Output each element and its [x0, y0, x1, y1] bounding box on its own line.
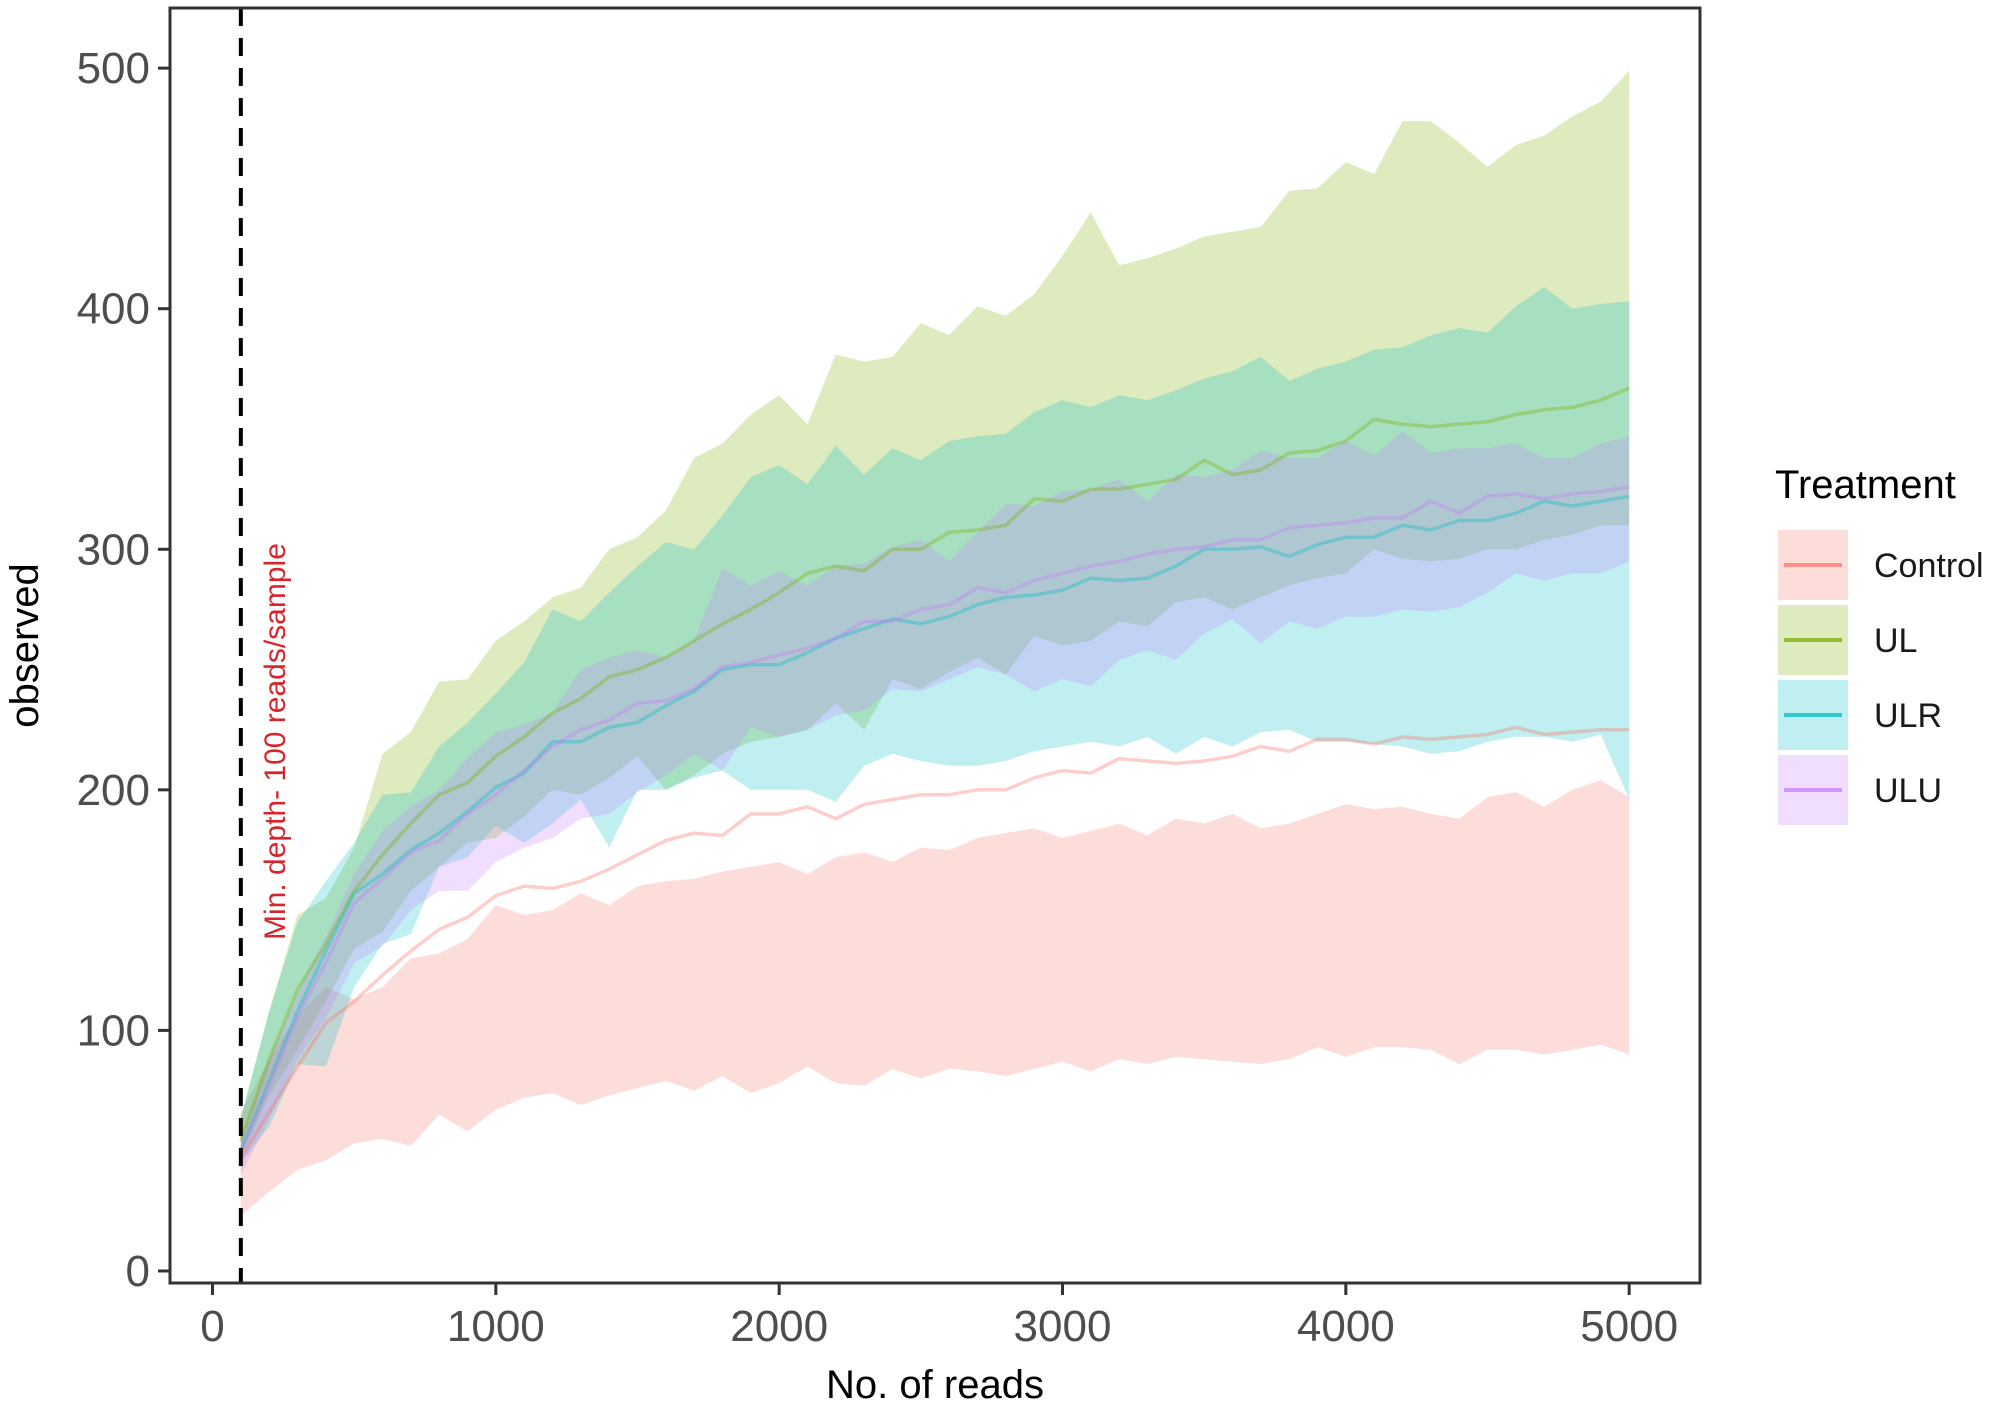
- y-tick-label: 500: [77, 44, 150, 93]
- y-tick-label: 0: [126, 1247, 150, 1296]
- line-ulu: [239, 484, 1630, 1152]
- line-ulr: [239, 494, 1630, 1152]
- y-axis-title: observed: [3, 563, 47, 728]
- x-axis: 0 1000 2000 3000 4000 5000: [200, 1283, 1678, 1351]
- y-tick-label: 300: [77, 525, 150, 574]
- legend: Treatment Control UL ULR ULU: [1775, 463, 1984, 825]
- mean-lines: [239, 386, 1630, 1159]
- legend-title: Treatment: [1775, 463, 1956, 507]
- legend-label-ul: UL: [1874, 622, 1917, 660]
- x-tick-label: 2000: [730, 1302, 828, 1351]
- legend-label-control: Control: [1874, 547, 1984, 585]
- band-ulu: [240, 431, 1630, 1175]
- y-tick-label: 100: [77, 1006, 150, 1055]
- band-ulr: [240, 287, 1630, 1163]
- y-tick-label: 200: [77, 766, 150, 815]
- min-depth-annotation: Min. depth- 100 reads/sample: [259, 543, 292, 940]
- line-control: [239, 725, 1630, 1159]
- line-ul: [239, 386, 1630, 1142]
- confidence-bands: [240, 70, 1630, 1216]
- band-ul: [240, 70, 1630, 1158]
- y-axis: 0 100 200 300 400 500: [77, 44, 170, 1296]
- band-control: [240, 780, 1630, 1216]
- legend-label-ulu: ULU: [1874, 772, 1942, 810]
- x-tick-label: 1000: [447, 1302, 545, 1351]
- x-axis-title: No. of reads: [826, 1363, 1044, 1406]
- x-tick-label: 3000: [1014, 1302, 1112, 1351]
- x-tick-label: 4000: [1297, 1302, 1395, 1351]
- plot-frame: [168, 6, 1702, 1285]
- y-tick-label: 400: [77, 285, 150, 334]
- x-tick-label: 0: [200, 1302, 224, 1351]
- x-tick-label: 5000: [1580, 1302, 1678, 1351]
- legend-label-ulr: ULR: [1874, 697, 1942, 735]
